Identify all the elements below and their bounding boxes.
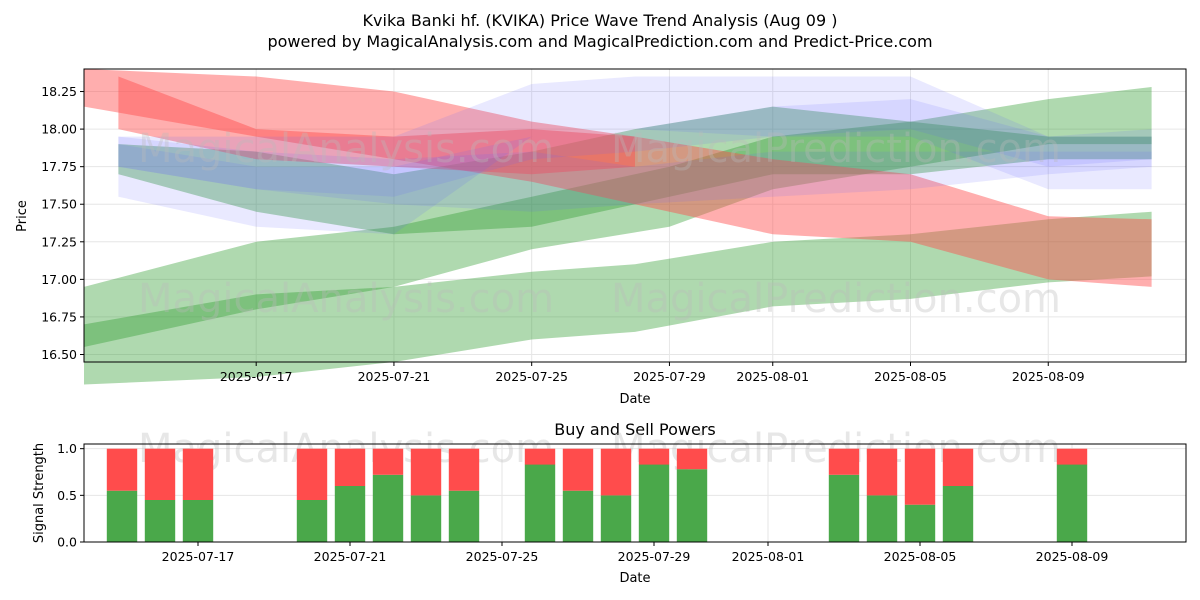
buy-power-bar (1056, 464, 1088, 542)
price-x-tick-label: 2025-07-25 (495, 369, 568, 384)
sell-power-bar (448, 448, 480, 491)
price-x-tick-label: 2025-08-09 (1012, 369, 1085, 384)
price-x-tick-label: 2025-08-01 (736, 369, 809, 384)
sell-power-bar (372, 448, 404, 475)
power-y-tick-label: 0.0 (57, 535, 77, 550)
power-x-tick-label: 2025-07-21 (314, 549, 387, 564)
sell-power-bar (296, 448, 328, 500)
watermark-analysis-1: MagicalAnalysis.com (138, 126, 554, 172)
power-x-label: Date (619, 571, 650, 586)
power-x-ticks: 2025-07-17 2025-07-21 2025-07-25 2025-07-29… (162, 542, 1109, 564)
sell-power-bar (942, 448, 974, 486)
price-x-tick-label: 2025-07-17 (220, 369, 293, 384)
buy-power-bar (144, 500, 176, 542)
blue-wave-band-5 (118, 76, 1152, 235)
price-y-ticks: 16.50 16.75 17.00 17.25 17.50 17.75 18.00 18.25 (41, 84, 84, 362)
price-y-tick-label: 17.25 (41, 234, 77, 249)
power-x-tick-label: 2025-07-17 (162, 549, 235, 564)
sell-power-bar (638, 448, 670, 465)
green-wave-band-2 (118, 106, 1152, 235)
price-x-ticks: 2025-07-17 2025-07-21 2025-07-25 2025-07-29… (220, 362, 1085, 384)
sell-power-bar (828, 448, 860, 475)
sell-power-bar (144, 448, 176, 500)
sell-power-bar (182, 448, 214, 500)
power-y-ticks: 0.0 0.5 1.0 (57, 441, 84, 550)
sell-power-bar (676, 448, 708, 470)
price-frame (83, 68, 1187, 363)
red-wave-band-3 (84, 69, 1152, 287)
price-bands (84, 69, 1152, 385)
buy-power-bar (372, 474, 404, 542)
green-wave-band-1 (84, 211, 1152, 385)
power-y-tick-label: 0.5 (57, 488, 77, 503)
buy-power-bar (676, 469, 708, 542)
buy-power-bar (410, 495, 442, 542)
buy-power-bar (600, 495, 632, 542)
sell-power-bar (106, 448, 138, 491)
chart-subtitle: powered by MagicalAnalysis.com and Magic… (267, 32, 932, 51)
sell-power-bar (600, 448, 632, 496)
buy-power-bar (828, 474, 860, 542)
red-wave-band-4 (118, 76, 635, 175)
power-x-tick-label: 2025-07-25 (466, 549, 539, 564)
price-y-tick-label: 16.75 (41, 309, 77, 324)
price-x-tick-label: 2025-08-05 (874, 369, 947, 384)
buy-power-bar (562, 490, 594, 542)
watermark-prediction-1: MagicalPrediction.com (611, 126, 1061, 172)
buy-power-bar (182, 500, 214, 542)
watermark-prediction-2: MagicalPrediction.com (611, 276, 1061, 322)
buy-power-bar (904, 504, 936, 542)
watermark-analysis-2: MagicalAnalysis.com (138, 276, 554, 322)
price-y-label: Price (15, 200, 30, 232)
sell-power-bar (904, 448, 936, 505)
price-x-tick-label: 2025-07-21 (358, 369, 431, 384)
power-y-label: Signal Strength (32, 443, 47, 543)
price-y-tick-label: 17.00 (41, 272, 77, 287)
power-x-tick-label: 2025-07-29 (618, 549, 691, 564)
price-x-label: Date (619, 392, 650, 407)
buy-power-bar (448, 490, 480, 542)
blue-wave-band-6 (118, 136, 1152, 212)
sell-power-bar (1056, 448, 1088, 465)
price-x-tick-label: 2025-07-29 (633, 369, 706, 384)
power-x-tick-label: 2025-08-01 (732, 549, 805, 564)
power-y-tick-label: 1.0 (57, 441, 77, 456)
power-x-tick-label: 2025-08-09 (1036, 549, 1109, 564)
buy-power-bar (942, 486, 974, 542)
price-y-tick-label: 17.75 (41, 159, 77, 174)
power-panel: Buy and Sell Powers MagicalAnalysis.com … (32, 420, 1187, 586)
price-panel: MagicalAnalysis.com MagicalPrediction.co… (15, 68, 1187, 407)
buy-power-bar (638, 464, 670, 542)
buy-power-bar (296, 500, 328, 542)
power-title: Buy and Sell Powers (554, 420, 716, 439)
buy-power-bar (866, 495, 898, 542)
power-plot-area (84, 444, 1186, 542)
blue-wave-band-7 (118, 99, 1152, 197)
buy-power-bar (106, 490, 138, 542)
power-x-tick-label: 2025-08-05 (884, 549, 957, 564)
price-y-tick-label: 17.50 (41, 197, 77, 212)
power-bars (106, 448, 1088, 542)
power-frame (83, 443, 1187, 543)
price-grid (84, 69, 1186, 362)
price-y-tick-label: 18.25 (41, 84, 77, 99)
price-y-tick-label: 16.50 (41, 347, 77, 362)
sell-power-bar (562, 448, 594, 491)
sell-power-bar (410, 448, 442, 496)
green-wave-band-0 (84, 87, 1152, 347)
chart-title: Kvika Banki hf. (KVIKA) Price Wave Trend… (363, 11, 838, 30)
buy-power-bar (334, 486, 366, 542)
price-plot-area (84, 69, 1186, 362)
sell-power-bar (866, 448, 898, 496)
price-y-tick-label: 18.00 (41, 122, 77, 137)
sell-power-bar (334, 448, 366, 486)
buy-power-bar (524, 464, 556, 542)
sell-power-bar (524, 448, 556, 465)
